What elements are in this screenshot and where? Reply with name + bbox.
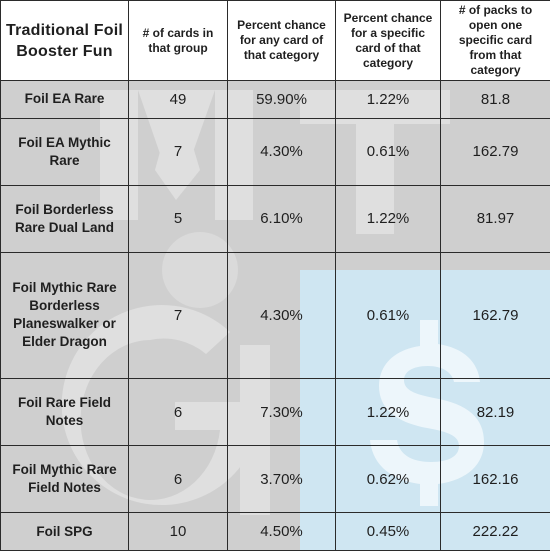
- table-row: Foil Mythic Rare Borderless Planeswalker…: [0, 251, 550, 380]
- row-specific-card-chance: 1.22%: [335, 80, 441, 119]
- row-any-card-chance: 4.30%: [227, 251, 336, 380]
- row-specific-card-chance: 1.22%: [335, 378, 441, 447]
- row-specific-card-chance: 0.45%: [335, 512, 441, 551]
- table-row: Foil SPG 10 4.50% 0.45% 222.22: [0, 512, 550, 551]
- table-row: Foil EA Mythic Rare 7 4.30% 0.61% 162.79: [0, 117, 550, 186]
- header-specific-card-chance: Percent chance for a specific card of th…: [335, 0, 441, 81]
- header-any-card-chance: Percent chance for any card of that cate…: [227, 0, 336, 81]
- row-specific-card-chance: 0.61%: [335, 117, 441, 186]
- table-row: Foil Rare Field Notes 6 7.30% 1.22% 82.1…: [0, 378, 550, 447]
- row-packs-needed: 162.79: [440, 251, 550, 380]
- row-packs-needed: 162.16: [440, 445, 550, 514]
- row-category: Foil Mythic Rare Borderless Planeswalker…: [0, 251, 129, 380]
- row-packs-needed: 162.79: [440, 117, 550, 186]
- table-row: Foil EA Rare 49 59.90% 1.22% 81.8: [0, 80, 550, 119]
- row-card-count: 7: [128, 117, 228, 186]
- row-category: Foil SPG: [0, 512, 129, 551]
- row-packs-needed: 81.97: [440, 184, 550, 253]
- row-card-count: 10: [128, 512, 228, 551]
- row-card-count: 49: [128, 80, 228, 119]
- header-packs-needed: # of packs to open one specific card fro…: [440, 0, 550, 81]
- row-packs-needed: 82.19: [440, 378, 550, 447]
- header-card-count: # of cards in that group: [128, 0, 228, 81]
- row-category: Foil EA Mythic Rare: [0, 117, 129, 186]
- row-packs-needed: 222.22: [440, 512, 550, 551]
- row-any-card-chance: 7.30%: [227, 378, 336, 447]
- header-title: Traditional Foil Booster Fun: [0, 0, 129, 81]
- table-row: Foil Mythic Rare Field Notes 6 3.70% 0.6…: [0, 445, 550, 514]
- row-packs-needed: 81.8: [440, 80, 550, 119]
- table-row: Foil Borderless Rare Dual Land 5 6.10% 1…: [0, 184, 550, 253]
- row-category: Foil Rare Field Notes: [0, 378, 129, 447]
- row-category: Foil Mythic Rare Field Notes: [0, 445, 129, 514]
- row-any-card-chance: 4.30%: [227, 117, 336, 186]
- row-specific-card-chance: 0.61%: [335, 251, 441, 380]
- row-category: Foil EA Rare: [0, 80, 129, 119]
- row-any-card-chance: 3.70%: [227, 445, 336, 514]
- row-card-count: 7: [128, 251, 228, 380]
- row-card-count: 6: [128, 378, 228, 447]
- row-specific-card-chance: 0.62%: [335, 445, 441, 514]
- header-row: Traditional Foil Booster Fun # of cards …: [0, 0, 550, 81]
- row-any-card-chance: 6.10%: [227, 184, 336, 253]
- row-card-count: 5: [128, 184, 228, 253]
- row-any-card-chance: 4.50%: [227, 512, 336, 551]
- row-specific-card-chance: 1.22%: [335, 184, 441, 253]
- row-card-count: 6: [128, 445, 228, 514]
- row-category: Foil Borderless Rare Dual Land: [0, 184, 129, 253]
- row-any-card-chance: 59.90%: [227, 80, 336, 119]
